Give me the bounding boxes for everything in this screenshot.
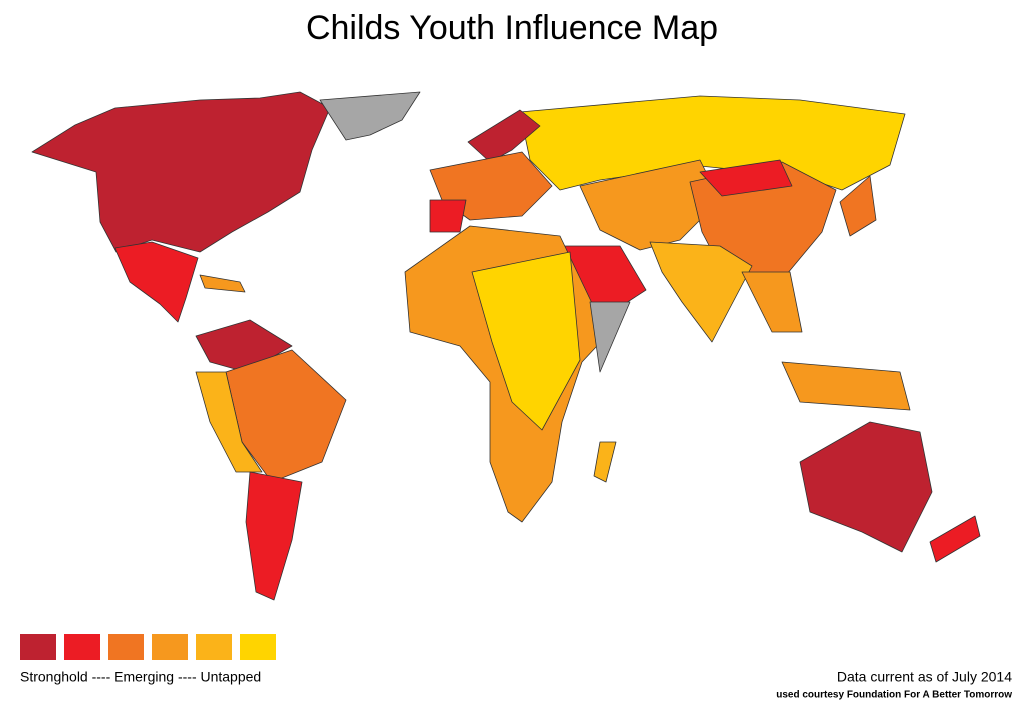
central-asia [579,159,721,251]
horn-of-africa [589,301,631,373]
india [649,241,753,343]
legend: Stronghold ---- Emerging ---- Untapped [20,634,276,685]
footnote-credit: used courtesy Foundation For A Better To… [776,690,1012,701]
footnote: Data current as of July 2014 [837,669,1012,685]
southern-cone [245,471,303,601]
new-zealand [929,515,981,563]
andes [195,371,263,473]
legend-swatch [108,634,144,660]
legend-swatch [64,634,100,660]
southeast-asia [741,271,803,333]
world-map [31,91,981,601]
australia [799,421,933,553]
iberia [429,199,467,233]
greenland [319,91,421,141]
mongolia [699,159,793,197]
legend-label: Stronghold ---- Emerging ---- Untapped [20,669,261,685]
japan [839,175,877,237]
indonesia [781,361,911,411]
legend-swatch [196,634,232,660]
central-africa [471,251,581,431]
caribbean [199,274,246,293]
mexico-central-america [114,241,199,323]
north-america [31,91,331,253]
map-title: Childs Youth Influence Map [306,9,718,47]
legend-swatch [20,634,56,660]
legend-swatch [152,634,188,660]
madagascar [593,441,617,483]
legend-swatch [240,634,276,660]
